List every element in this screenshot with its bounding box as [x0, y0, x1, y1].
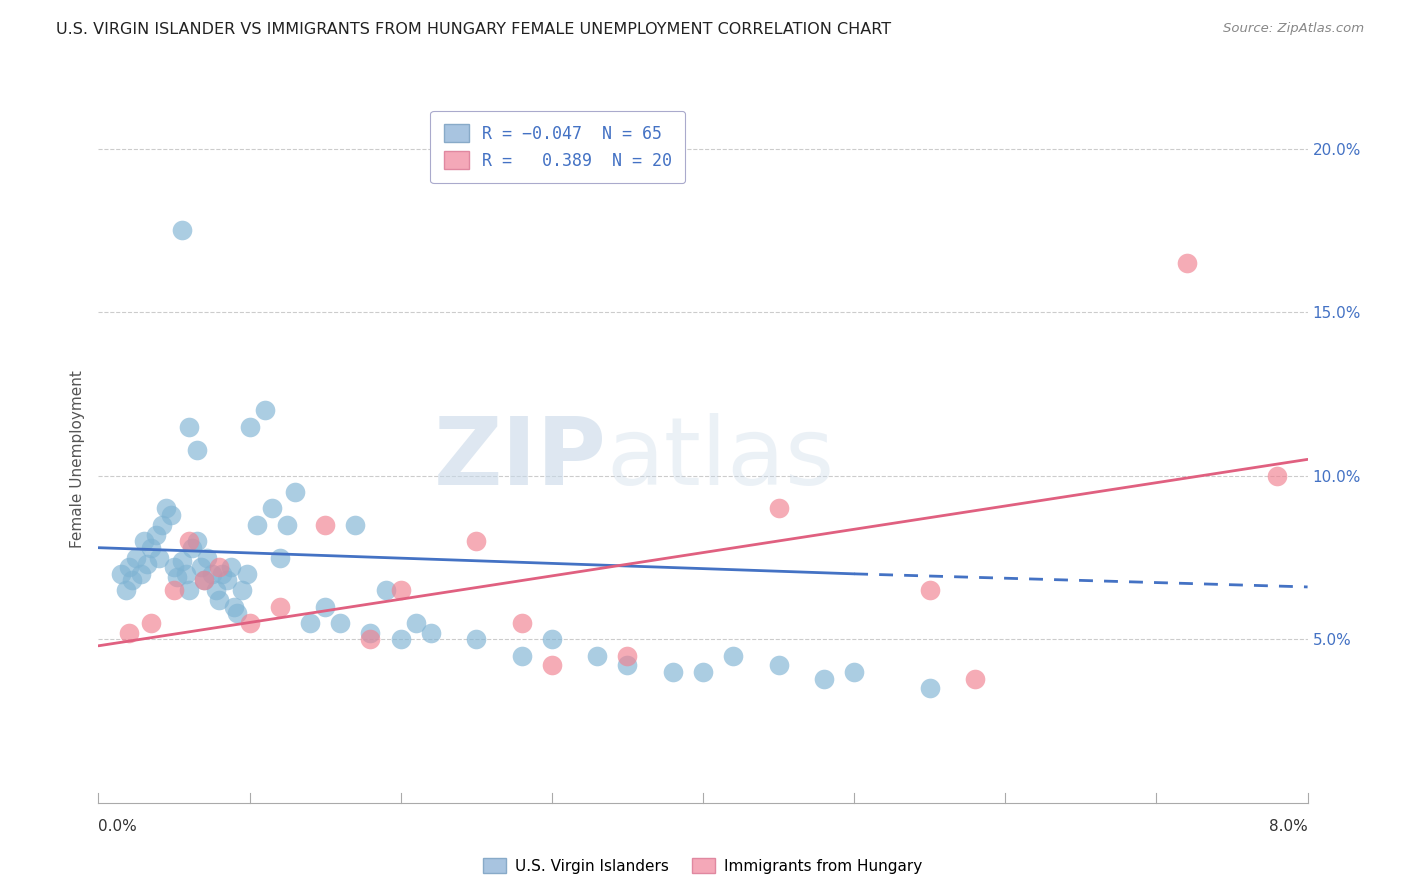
Point [141, 615, 163, 630]
Point [155, 501, 177, 516]
Text: 8.0%: 8.0% [1268, 819, 1308, 834]
Point [723, 648, 745, 663]
Point [262, 501, 284, 516]
Point [208, 593, 231, 607]
Point [405, 615, 427, 630]
Point [170, 554, 193, 568]
Point [125, 550, 148, 565]
Point [135, 557, 157, 571]
Point [114, 583, 136, 598]
Point [768, 501, 790, 516]
Text: Source: ZipAtlas.com: Source: ZipAtlas.com [1223, 22, 1364, 36]
Point [965, 672, 987, 686]
Point [186, 442, 208, 457]
Point [239, 419, 262, 434]
Point [148, 550, 170, 565]
Point [181, 541, 204, 555]
Point [121, 574, 143, 588]
Point [239, 615, 262, 630]
Point [118, 625, 141, 640]
Point [344, 517, 367, 532]
Point [150, 517, 173, 532]
Point [170, 223, 193, 237]
Point [616, 648, 638, 663]
Point [661, 665, 683, 679]
Point [389, 583, 412, 598]
Point [141, 541, 163, 555]
Point [298, 615, 321, 630]
Point [540, 632, 562, 647]
Point [231, 583, 253, 598]
Point [616, 658, 638, 673]
Point [246, 517, 269, 532]
Point [1175, 256, 1198, 270]
Point [193, 574, 215, 588]
Point [166, 570, 188, 584]
Point [329, 615, 352, 630]
Point [118, 560, 141, 574]
Text: 0.0%: 0.0% [98, 819, 138, 834]
Point [918, 583, 941, 598]
Point [224, 599, 246, 614]
Point [420, 625, 443, 640]
Point [193, 574, 215, 588]
Point [269, 550, 291, 565]
Point [314, 599, 336, 614]
Point [186, 534, 208, 549]
Point [360, 625, 382, 640]
Point [269, 599, 291, 614]
Text: atlas: atlas [606, 413, 835, 506]
Point [129, 566, 152, 581]
Point [201, 566, 224, 581]
Point [205, 583, 228, 598]
Point [813, 672, 835, 686]
Point [174, 566, 197, 581]
Point [253, 403, 276, 417]
Point [510, 648, 533, 663]
Point [284, 485, 307, 500]
Point [768, 658, 790, 673]
Point [586, 648, 609, 663]
Point [844, 665, 866, 679]
Text: ZIP: ZIP [433, 413, 606, 506]
Point [215, 574, 238, 588]
Point [163, 560, 186, 574]
Point [465, 534, 488, 549]
Point [177, 583, 201, 598]
Point [195, 550, 218, 565]
Point [692, 665, 714, 679]
Point [510, 615, 533, 630]
Point [465, 632, 488, 647]
Point [540, 658, 562, 673]
Point [110, 566, 132, 581]
Point [221, 560, 243, 574]
Point [145, 527, 167, 541]
Legend: R = −0.047  N = 65, R =   0.389  N = 20: R = −0.047 N = 65, R = 0.389 N = 20 [430, 111, 685, 183]
Point [160, 508, 183, 522]
Point [226, 606, 249, 620]
Text: U.S. VIRGIN ISLANDER VS IMMIGRANTS FROM HUNGARY FEMALE UNEMPLOYMENT CORRELATION : U.S. VIRGIN ISLANDER VS IMMIGRANTS FROM … [56, 22, 891, 37]
Legend: U.S. Virgin Islanders, Immigrants from Hungary: U.S. Virgin Islanders, Immigrants from H… [477, 852, 929, 880]
Point [211, 566, 233, 581]
Point [360, 632, 382, 647]
Point [177, 534, 201, 549]
Point [208, 560, 231, 574]
Point [276, 517, 298, 532]
Point [163, 583, 186, 598]
Point [190, 560, 212, 574]
Point [235, 566, 257, 581]
Y-axis label: Female Unemployment: Female Unemployment [69, 370, 84, 549]
Point [1265, 468, 1288, 483]
Point [374, 583, 396, 598]
Point [177, 419, 201, 434]
Point [389, 632, 412, 647]
Point [132, 534, 155, 549]
Point [918, 681, 941, 696]
Point [314, 517, 336, 532]
